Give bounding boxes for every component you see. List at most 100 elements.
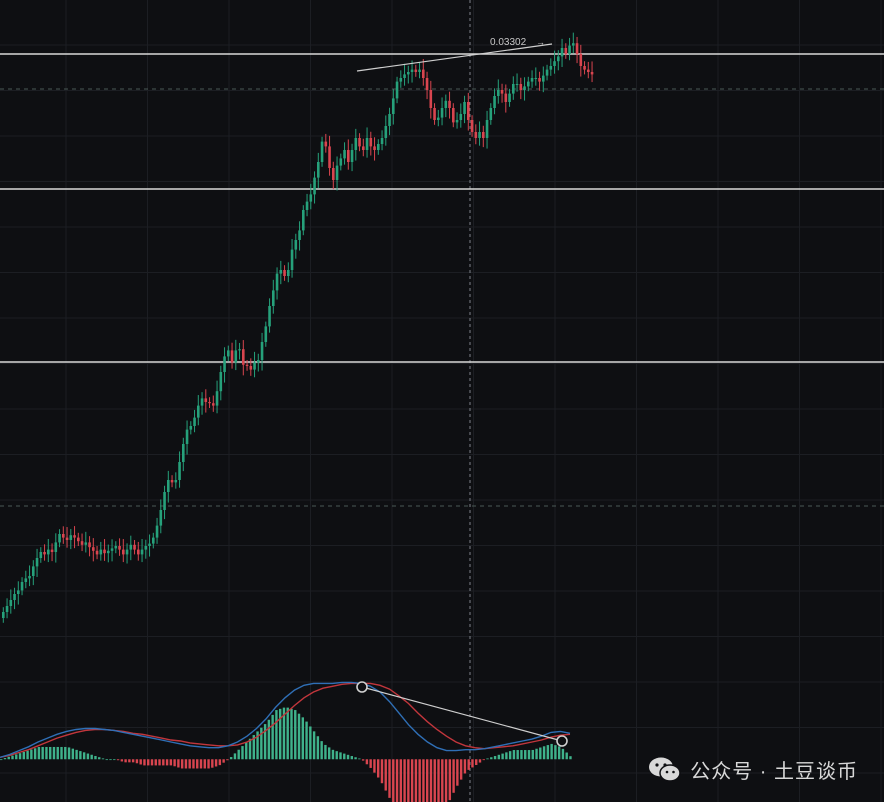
macd-histogram-bar: [369, 759, 372, 768]
candle-body: [298, 230, 301, 240]
candle-body: [339, 158, 343, 166]
candle-body: [467, 102, 470, 120]
divergence-point: [356, 681, 368, 693]
macd-histogram-bar: [452, 759, 455, 793]
macd-histogram-bar: [90, 754, 93, 760]
candle-body: [572, 43, 575, 46]
candle-body: [583, 66, 586, 70]
macd-histogram-bar: [158, 759, 161, 766]
macd-histogram-bar: [482, 759, 485, 761]
macd-histogram-bar: [388, 759, 391, 798]
candle-body: [470, 120, 474, 132]
macd-histogram-bar: [557, 746, 561, 760]
macd-histogram-bar: [309, 726, 312, 760]
macd-histogram-bar: [98, 757, 101, 760]
macd-histogram-bar: [214, 759, 218, 767]
candle-body: [245, 364, 249, 366]
macd-histogram-bar: [150, 759, 154, 766]
candles: [2, 32, 594, 623]
macd-histogram-bar: [493, 756, 497, 760]
candle-body: [17, 590, 20, 594]
macd-histogram-bar: [422, 759, 425, 802]
candle-body: [163, 492, 166, 510]
macd-histogram-bar: [256, 731, 259, 760]
candle-body: [485, 120, 489, 138]
candle-body: [455, 120, 459, 123]
macd-histogram-bar: [203, 759, 206, 769]
macd-histogram-bar: [211, 759, 214, 768]
macd-histogram-bar: [324, 744, 327, 760]
macd-histogram-bar: [346, 754, 350, 760]
candle-body: [523, 86, 526, 90]
candle-body: [575, 43, 579, 54]
macd-histogram-bar: [301, 717, 304, 760]
candle-body: [152, 537, 155, 544]
candle-body: [429, 90, 433, 108]
candle-body: [380, 138, 384, 144]
macd-histogram-bar: [546, 745, 550, 760]
macd-line: [0, 681, 571, 758]
macd-histogram-bar: [33, 748, 37, 760]
candle-body: [373, 146, 376, 150]
candle-body: [32, 566, 35, 576]
macd-histogram-bar: [520, 750, 523, 760]
macd-histogram-bar: [569, 756, 572, 760]
horizontal-levels[interactable]: [0, 53, 884, 507]
candle-body: [77, 537, 80, 542]
macd-histogram-bar: [131, 759, 135, 763]
macd-histogram-bar: [331, 749, 335, 760]
candle-body: [302, 210, 305, 231]
candle-body: [279, 270, 283, 274]
macd-histogram-bar: [237, 749, 240, 760]
candle-body: [305, 201, 309, 210]
macd-histogram-bar: [444, 759, 448, 802]
macd-histogram-bar: [37, 747, 41, 760]
candle-body: [114, 546, 118, 549]
macd-histogram-bar: [433, 759, 436, 802]
candle-body: [230, 350, 234, 363]
macd-histogram-bar: [497, 754, 501, 760]
candle-body: [275, 273, 279, 291]
macd-histogram-bar: [139, 759, 142, 765]
candle-body: [140, 549, 144, 555]
candle-body: [144, 546, 148, 550]
macd-histogram-bar: [490, 757, 493, 760]
candle-body: [54, 542, 58, 552]
macd-histogram-bar: [147, 759, 150, 766]
candle-body: [377, 144, 380, 150]
watermark-text: 公众号 · 土豆谈币: [690, 761, 858, 783]
candle-body: [223, 356, 226, 372]
candle-body: [294, 240, 298, 250]
candle-body: [13, 594, 16, 600]
trendlines[interactable]: →: [356, 37, 553, 72]
candle-body: [118, 546, 121, 550]
macd-histogram-bar: [358, 758, 361, 760]
candle-body: [504, 93, 508, 102]
macd-histogram-bar: [312, 731, 316, 760]
candle-body: [369, 138, 373, 147]
macd-histogram-bar: [67, 747, 71, 760]
macd-histogram-bar: [448, 759, 452, 801]
candle-body: [39, 552, 43, 558]
candle-body: [519, 84, 523, 90]
candle-body: [317, 162, 320, 178]
macd-histogram-bar: [407, 759, 410, 802]
candle-body: [197, 405, 200, 418]
candle-body: [347, 150, 350, 162]
macd-histogram-bar: [143, 759, 146, 766]
candle-body: [167, 480, 170, 492]
candle-body: [564, 48, 568, 54]
macd-histogram-bar: [516, 750, 519, 760]
macd-histogram-bar: [467, 759, 470, 770]
macd-histogram-bar: [113, 759, 116, 761]
macd-histogram-bar: [354, 757, 357, 760]
candle-body: [88, 542, 91, 548]
macd-histogram-bar: [290, 708, 293, 760]
candle-body: [403, 74, 406, 78]
candle-body: [227, 350, 230, 357]
candle-body: [2, 612, 5, 618]
macd-histogram-bar: [199, 759, 203, 769]
candle-body: [9, 600, 13, 606]
candle-body: [392, 98, 395, 114]
